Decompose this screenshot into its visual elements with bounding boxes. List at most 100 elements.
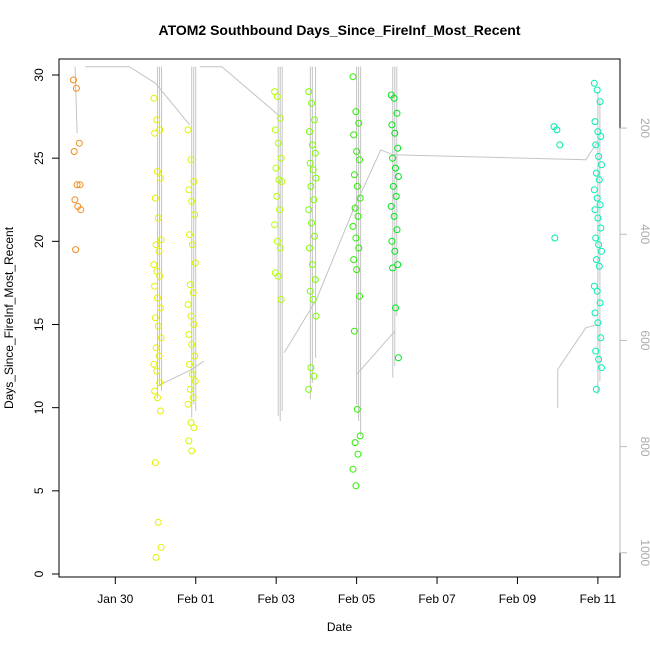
data-point	[191, 259, 199, 267]
data-point	[388, 121, 396, 129]
data-point	[592, 169, 600, 177]
data-point	[351, 204, 359, 212]
data-point	[598, 161, 605, 169]
data-point	[551, 234, 559, 242]
data-point	[390, 94, 398, 102]
data-point	[278, 178, 286, 185]
data-point	[184, 301, 192, 308]
data-point	[271, 221, 279, 229]
data-point	[305, 88, 313, 96]
x-axis-label: Date	[327, 620, 353, 634]
track-line	[74, 66, 78, 134]
data-point	[311, 232, 318, 240]
data-point	[157, 543, 165, 551]
data-point	[349, 465, 357, 473]
data-point	[394, 354, 402, 362]
right-tick-label: 400	[638, 224, 650, 244]
data-point	[188, 197, 196, 205]
data-point	[154, 518, 162, 526]
data-point	[352, 234, 360, 242]
data-point	[593, 194, 601, 202]
data-point	[157, 334, 165, 342]
data-point	[353, 405, 361, 413]
data-point	[394, 261, 402, 269]
data-point	[308, 141, 316, 149]
data-point	[309, 166, 317, 174]
data-point	[189, 289, 197, 297]
data-point	[156, 407, 164, 415]
data-point	[188, 241, 196, 249]
data-point	[190, 321, 198, 328]
data-point	[349, 222, 357, 230]
data-point	[390, 212, 398, 220]
data-point	[191, 211, 199, 219]
data-point	[154, 294, 161, 302]
data-point	[307, 182, 315, 190]
y-axis-label: Days_Since_FireInf_Most_Recent	[2, 226, 16, 409]
data-point	[352, 108, 360, 116]
data-point	[152, 344, 160, 352]
track-lines	[74, 66, 601, 436]
data-point	[354, 212, 362, 220]
data-point	[350, 131, 358, 139]
data-point	[154, 322, 162, 330]
data-point	[184, 400, 192, 408]
data-point	[354, 450, 362, 458]
data-point	[349, 73, 357, 81]
data-point	[352, 482, 360, 490]
data-point	[150, 261, 158, 269]
data-point	[156, 379, 164, 387]
data-point	[389, 264, 397, 272]
data-point	[153, 267, 161, 275]
data-point	[150, 360, 158, 368]
data-point	[73, 181, 81, 189]
data-point	[273, 192, 281, 200]
data-point	[595, 262, 603, 270]
data-point	[356, 194, 364, 202]
data-point	[150, 94, 158, 102]
right-tick-label: 200	[638, 118, 650, 138]
y-tick-label: 25	[32, 151, 46, 165]
x-tick-label: Feb 03	[257, 592, 295, 606]
data-point	[353, 148, 361, 155]
data-point	[596, 299, 604, 307]
right-tick-label: 1000	[638, 539, 650, 566]
data-point	[308, 261, 316, 269]
data-point	[592, 234, 600, 242]
right-axis: 200 400 600 800 1000	[619, 118, 650, 566]
data-point	[276, 114, 284, 122]
data-point	[308, 219, 316, 227]
x-tick-label: Feb 11	[580, 592, 617, 606]
data-point	[156, 174, 164, 182]
data-point	[72, 84, 80, 92]
data-point	[311, 276, 319, 284]
data-point	[391, 247, 399, 255]
data-point	[151, 194, 159, 202]
data-point	[553, 126, 561, 134]
data-point	[356, 156, 363, 164]
data-point	[592, 256, 600, 264]
data-point	[312, 174, 320, 182]
data-point	[156, 272, 164, 280]
data-point	[593, 287, 601, 295]
data-point	[185, 186, 193, 194]
data-point	[152, 553, 160, 561]
data-point	[392, 164, 399, 172]
data-point	[70, 76, 77, 84]
data-point	[306, 128, 313, 136]
data-point	[155, 247, 163, 255]
data-point	[591, 118, 599, 126]
data-point	[351, 439, 359, 447]
data-point	[596, 98, 604, 106]
x-tick-label: Feb 01	[177, 592, 215, 606]
data-point	[590, 186, 598, 194]
data-point	[190, 424, 198, 432]
data-point	[597, 224, 605, 232]
data-point	[391, 129, 399, 137]
data-point	[153, 116, 161, 124]
data-point	[311, 149, 319, 157]
data-point	[151, 282, 159, 290]
data-point	[277, 154, 285, 162]
data-point	[595, 153, 603, 160]
data-point	[593, 86, 601, 94]
